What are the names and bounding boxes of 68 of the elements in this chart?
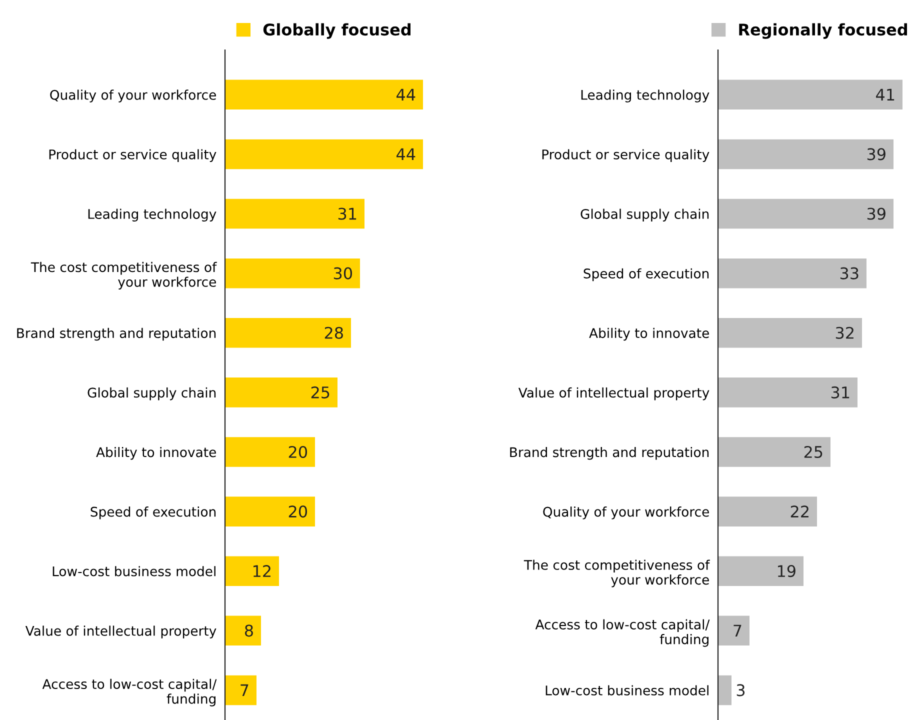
y-tick-label: The cost competitiveness of your workforce — [524, 560, 710, 588]
y-tick-label: Brand strength and reputation — [510, 446, 709, 460]
y-tick-label: Speed of execution — [584, 268, 709, 282]
data-label: 8 — [244, 624, 253, 637]
y-tick-label: Low-cost business model — [52, 566, 216, 576]
y-tick-label: Product or service quality — [49, 149, 216, 162]
data-label: 3 — [736, 684, 745, 696]
bar — [225, 496, 315, 526]
y-tick-label: Value of intellectual property — [518, 387, 710, 400]
y-tick-label: Global supply chain — [88, 387, 216, 400]
data-label: 25 — [804, 446, 822, 458]
data-label: 7 — [734, 624, 742, 636]
bar — [718, 318, 862, 348]
bar — [718, 198, 894, 229]
bar — [718, 80, 902, 110]
data-label: 20 — [288, 446, 307, 458]
bar — [718, 496, 817, 526]
bar — [225, 258, 360, 288]
data-label: 44 — [396, 88, 416, 100]
data-label: 31 — [831, 386, 850, 398]
data-label: 28 — [324, 326, 343, 339]
bar — [718, 556, 804, 586]
data-label: 39 — [867, 208, 886, 220]
data-label: 33 — [840, 267, 858, 280]
data-label: 12 — [253, 565, 270, 577]
data-label: 30 — [334, 267, 352, 280]
y-tick-label: Value of intellectual property — [25, 626, 216, 638]
y-tick-label: Ability to innovate — [96, 446, 216, 460]
y-tick-label: Ability to innovate — [589, 328, 709, 341]
bar — [718, 378, 858, 408]
y-tick-label: Speed of execution — [90, 506, 216, 520]
bar — [225, 139, 423, 170]
data-label: 22 — [790, 505, 808, 518]
y-tick-label: Quality of your workforce — [50, 90, 216, 102]
data-label: 41 — [876, 88, 894, 100]
bar — [225, 198, 364, 229]
data-label: 32 — [836, 326, 854, 339]
y-tick-label: Low-cost business model — [546, 685, 708, 696]
bar — [225, 80, 423, 110]
y-tick-label: Global supply chain — [580, 208, 709, 222]
y-tick-label: Access to low-cost capital/ funding — [535, 619, 710, 647]
y-tick-label: Brand strength and reputation — [17, 328, 216, 341]
y-tick-label: The cost competitiveness of your workforce — [30, 262, 217, 290]
bar — [225, 318, 351, 348]
bar — [225, 675, 256, 706]
bar — [718, 616, 750, 646]
data-label: 44 — [396, 148, 416, 160]
y-tick-label: Quality of your workforce — [543, 506, 709, 520]
bar — [718, 258, 866, 288]
data-label: 20 — [288, 505, 307, 518]
y-tick-label: Leading technology — [581, 90, 710, 102]
data-label: 7 — [240, 684, 248, 696]
legend-label: Regionally focused — [739, 23, 907, 39]
legend-label: Globally focused — [263, 23, 410, 39]
data-label: 31 — [338, 208, 356, 220]
y-tick-label: Leading technology — [88, 208, 216, 222]
y-tick-label: Access to low-cost capital/ funding — [42, 678, 217, 706]
data-label: 19 — [778, 565, 796, 578]
data-label: 39 — [867, 148, 886, 160]
bar — [718, 437, 830, 467]
bar — [718, 675, 732, 706]
bar — [225, 378, 338, 408]
data-label: 25 — [311, 386, 330, 398]
y-tick-label: Product or service quality — [542, 149, 710, 162]
bar — [718, 139, 894, 170]
bar — [225, 616, 261, 646]
bar — [225, 556, 279, 586]
bar — [225, 437, 315, 467]
